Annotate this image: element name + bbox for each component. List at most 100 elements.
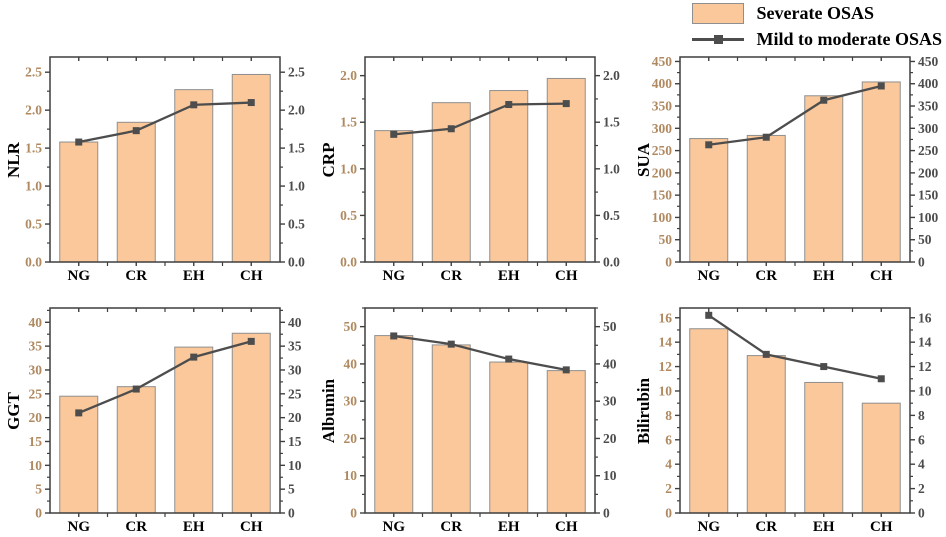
bar-NG [59,141,99,263]
y-tick-label-right: 35 [288,339,302,354]
y-axis-ticks: 0.0 0.0 0.5 0.5 1.0 1.0 1.5 1.5 2.0 2.0 [340,68,620,269]
x-category-label: NG [698,268,721,284]
y-tick-label-right: 150 [918,188,939,203]
chart-svg-nlr: 0.0 0.0 0.5 0.5 1.0 1.0 1.5 1.5 2.0 2.0 2.5 2.5 NG CR… [25,56,305,284]
y-tick-label-left: 400 [652,76,673,91]
y-tick-label-left: 1.5 [340,115,357,130]
y-tick-label-right: 200 [918,165,939,180]
y-tick-label-right: 30 [603,394,617,409]
y-tick-label-right: 50 [603,319,617,334]
line-marker-EH [190,353,198,361]
x-category-label: EH [813,519,835,535]
y-tick-label-left: 0.5 [340,208,357,223]
bar-series [374,335,586,514]
bar-CR [746,134,786,263]
line-marker-NG [705,141,713,149]
line-series [705,82,885,149]
bar-series [689,328,901,514]
y-tick-label-left: 0 [35,506,42,521]
y-tick-label-left: 20 [344,431,358,446]
bar-NG [374,335,414,514]
y-tick-label-right: 0.0 [288,255,305,270]
chart-svg-bilirubin: 0 0 2 2 4 4 6 6 8 8 10 10 12 12 14 14 16 16 NG CR EH CH [659,307,932,535]
y-tick-label-left: 0.5 [25,217,42,232]
bar-EH [804,95,844,263]
y-tick-label-right: 30 [288,362,302,377]
bar-NG [374,130,414,263]
x-axis-ticks: NG CR EH CH [698,57,893,284]
x-category-label: CH [555,519,578,535]
y-tick-label-left: 1.0 [340,161,357,176]
y-tick-label-right: 40 [603,356,617,371]
y-tick-label-right: 0 [918,506,925,521]
x-category-label: NG [68,268,91,284]
y-tick-label-right: 1.5 [288,141,305,156]
bar-series [374,77,586,263]
y-tick-label-left: 1.0 [25,179,42,194]
y-tick-label-left: 50 [659,232,673,247]
y-tick-label-left: 2.5 [25,65,42,80]
y-tick-label-left: 300 [652,121,673,136]
x-category-label: EH [183,268,205,284]
x-category-label: CR [125,519,147,535]
y-tick-label-left: 10 [29,458,43,473]
bar-CH [546,77,586,263]
bar-EH [174,89,214,263]
bar-EH [489,90,529,263]
y-tick-label-right: 100 [918,210,939,225]
y-tick-label-left: 0 [665,255,672,270]
chart-panel-nlr: NLR 0.0 0.0 0.5 0.5 1.0 1.0 1.5 1.5 2.0 2.0 2.5 2.5… [0,50,315,287]
bar-CH [231,332,271,514]
y-tick-label-left: 20 [29,410,43,425]
y-axis-label-bilirubin: Bilirubin [634,377,653,445]
y-tick-label-right: 0.5 [288,217,305,232]
line-marker-CH [877,82,885,90]
bar-EH [804,381,844,514]
y-tick-label-right: 10 [918,383,932,398]
line-marker-CR [132,385,140,393]
legend-bar-swatch-icon [691,3,744,24]
x-axis-ticks: NG CR EH CH [383,308,578,535]
y-tick-label-left: 200 [652,165,673,180]
line-marker-CR [132,127,140,135]
line-series [75,337,255,417]
line-path [78,340,252,414]
y-tick-label-left: 1.5 [25,141,42,156]
y-tick-label-right: 2.0 [603,68,620,83]
bar-CH [861,81,901,263]
y-tick-label-left: 5 [35,482,42,497]
chart-svg-sua: 0 0 50 50 100 100 150 150 200 200 250 250 300 300 350 3… [652,54,939,284]
x-axis-ticks: NG CR EH CH [698,308,893,535]
line-path [78,101,252,144]
y-tick-label-right: 0.0 [603,255,620,270]
bar-NG [689,328,729,514]
y-tick-label-right: 0 [918,255,925,270]
y-tick-label-left: 30 [344,394,358,409]
bar-CH [861,402,901,514]
y-tick-label-right: 4 [918,457,925,472]
x-category-label: EH [813,268,835,284]
line-series [75,99,255,146]
bar-series [59,332,271,514]
y-tick-label-right: 1.0 [603,161,620,176]
bar-CR [746,355,786,514]
y-tick-label-right: 0.5 [603,208,620,223]
bar-CR [431,344,471,514]
y-tick-label-left: 350 [652,99,673,114]
bar-CR [116,386,156,514]
y-axis-label-nlr: NLR [4,142,23,178]
y-tick-label-left: 450 [652,54,673,69]
x-category-label: EH [498,519,520,535]
line-marker-NG [390,130,398,138]
y-tick-label-left: 14 [659,335,673,350]
y-tick-label-right: 16 [918,310,932,325]
x-category-label: CR [440,519,462,535]
line-path [708,84,882,146]
y-tick-label-left: 250 [652,143,673,158]
bar-CH [546,370,586,514]
x-category-label: NG [383,519,406,535]
legend-label-mild-moderate-osas: Mild to moderate OSAS [756,29,942,49]
y-tick-label-left: 50 [344,319,358,334]
y-axis-label-sua: SUA [634,142,653,178]
